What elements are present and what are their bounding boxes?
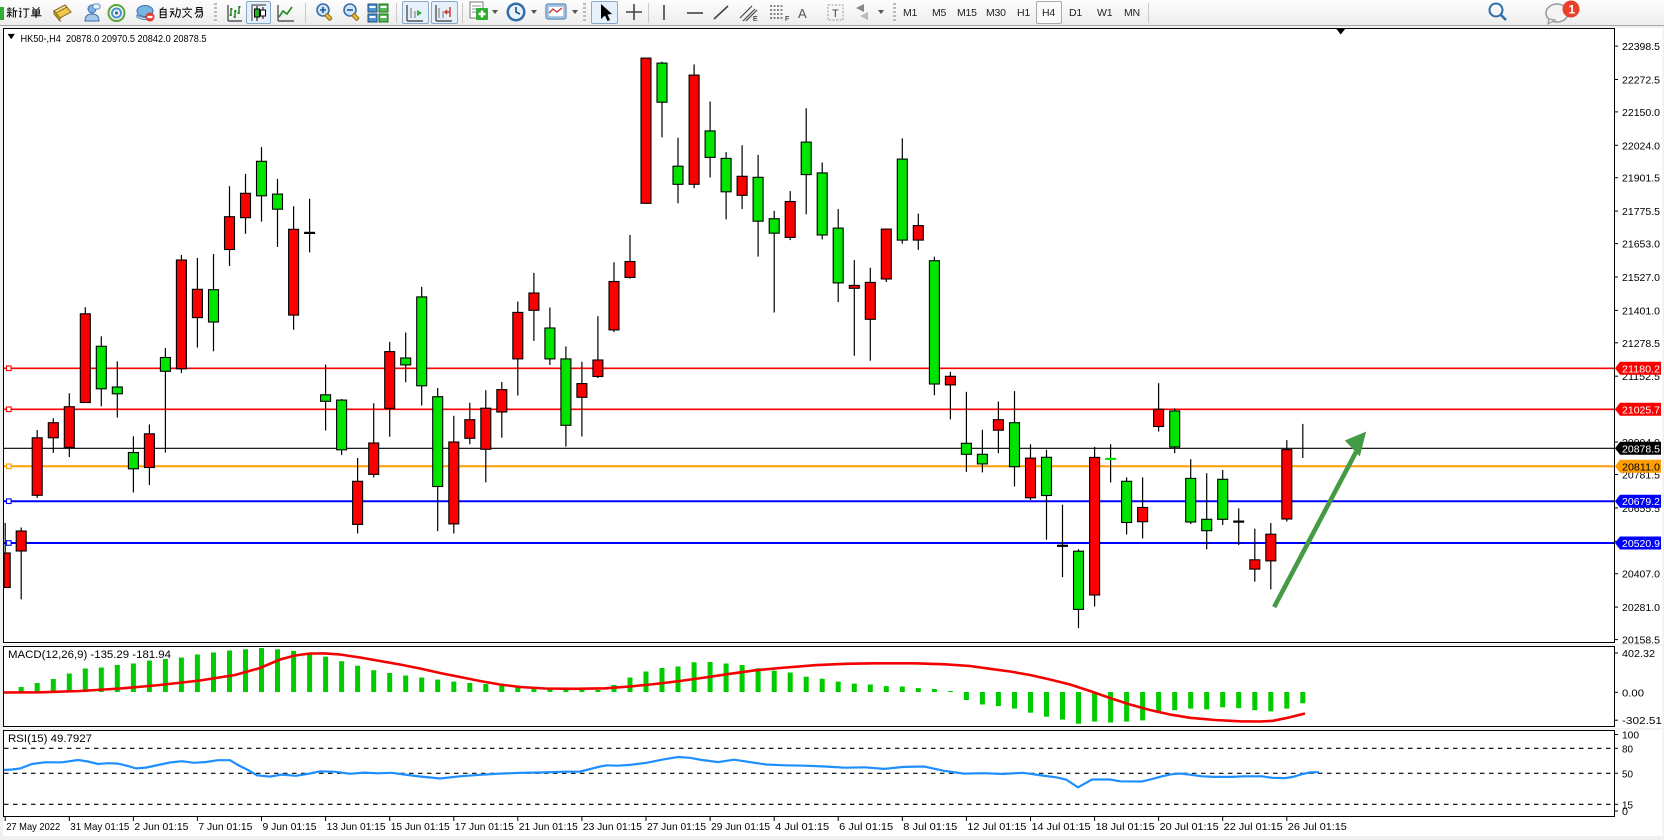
- svg-text:20878.5: 20878.5: [1622, 444, 1660, 455]
- svg-text:27 May 2022: 27 May 2022: [6, 822, 60, 833]
- svg-text:17 Jun 01:15: 17 Jun 01:15: [455, 822, 514, 833]
- svg-text:21278.5: 21278.5: [1622, 339, 1660, 350]
- svg-text:0.00: 0.00: [1622, 688, 1644, 699]
- svg-text:20679.2: 20679.2: [1622, 497, 1660, 508]
- svg-text:100: 100: [1622, 731, 1639, 742]
- svg-text:20520.9: 20520.9: [1622, 539, 1660, 550]
- svg-text:20407.0: 20407.0: [1622, 570, 1660, 581]
- svg-text:7 Jun 01:15: 7 Jun 01:15: [198, 822, 252, 833]
- svg-text:8 Jul 01:15: 8 Jul 01:15: [903, 822, 957, 833]
- svg-text:9 Jun 01:15: 9 Jun 01:15: [263, 822, 317, 833]
- svg-text:402.32: 402.32: [1622, 649, 1655, 660]
- svg-text:22150.0: 22150.0: [1622, 108, 1660, 119]
- svg-text:27 Jun 01:15: 27 Jun 01:15: [647, 822, 706, 833]
- svg-text:4 Jul 01:15: 4 Jul 01:15: [775, 822, 829, 833]
- svg-text:E: E: [753, 16, 758, 23]
- svg-text:21401.0: 21401.0: [1622, 306, 1660, 317]
- svg-text:21527.0: 21527.0: [1622, 273, 1660, 284]
- svg-text:26 Jul 01:15: 26 Jul 01:15: [1288, 822, 1347, 833]
- svg-text:2 Jun 01:15: 2 Jun 01:15: [134, 822, 188, 833]
- svg-text:31 May 01:15: 31 May 01:15: [70, 822, 129, 833]
- svg-text:29 Jun 01:15: 29 Jun 01:15: [711, 822, 770, 833]
- svg-text:20158.5: 20158.5: [1622, 636, 1660, 647]
- svg-text:HK50-,H4 20878.0 20970.5 2084: HK50-,H4 20878.0 20970.5 20842.0 20878.5: [21, 34, 207, 45]
- svg-text:23 Jun 01:15: 23 Jun 01:15: [583, 822, 642, 833]
- svg-text:22 Jul 01:15: 22 Jul 01:15: [1224, 822, 1283, 833]
- svg-text:6 Jul 01:15: 6 Jul 01:15: [839, 822, 893, 833]
- svg-text:21 Jun 01:15: 21 Jun 01:15: [519, 822, 578, 833]
- svg-text:20 Jul 01:15: 20 Jul 01:15: [1160, 822, 1219, 833]
- svg-text:20781.5: 20781.5: [1622, 471, 1660, 482]
- svg-text:15: 15: [1622, 800, 1633, 811]
- svg-text:18 Jul 01:15: 18 Jul 01:15: [1096, 822, 1155, 833]
- svg-text:50: 50: [1622, 769, 1633, 780]
- svg-text:-302.51: -302.51: [1622, 716, 1662, 727]
- svg-text:21152.5: 21152.5: [1622, 372, 1660, 383]
- svg-text:21901.5: 21901.5: [1622, 174, 1660, 185]
- svg-text:15 Jun 01:15: 15 Jun 01:15: [391, 822, 450, 833]
- svg-text:22024.0: 22024.0: [1622, 141, 1660, 152]
- svg-text:20281.0: 20281.0: [1622, 603, 1660, 614]
- svg-text:F: F: [785, 16, 789, 23]
- svg-text:1: 1: [1569, 3, 1576, 17]
- svg-text:21180.2: 21180.2: [1622, 364, 1660, 375]
- svg-text:21775.5: 21775.5: [1622, 207, 1660, 218]
- svg-text:MACD(12,26,9) -135.29 -181.94: MACD(12,26,9) -135.29 -181.94: [8, 649, 171, 661]
- svg-text:T: T: [832, 8, 839, 20]
- svg-text:22272.5: 22272.5: [1622, 76, 1660, 87]
- svg-text:21653.0: 21653.0: [1622, 240, 1660, 251]
- svg-text:80: 80: [1622, 744, 1633, 755]
- svg-text:20811.0: 20811.0: [1622, 462, 1660, 473]
- svg-text:13 Jun 01:15: 13 Jun 01:15: [327, 822, 386, 833]
- svg-text:14 Jul 01:15: 14 Jul 01:15: [1032, 822, 1091, 833]
- svg-text:20655.5: 20655.5: [1622, 504, 1660, 515]
- svg-text:21025.7: 21025.7: [1622, 405, 1660, 416]
- svg-text:RSI(15) 49.7927: RSI(15) 49.7927: [8, 733, 92, 745]
- svg-text:22398.5: 22398.5: [1622, 42, 1660, 53]
- svg-text:0: 0: [1622, 807, 1628, 818]
- svg-text:12 Jul 01:15: 12 Jul 01:15: [967, 822, 1026, 833]
